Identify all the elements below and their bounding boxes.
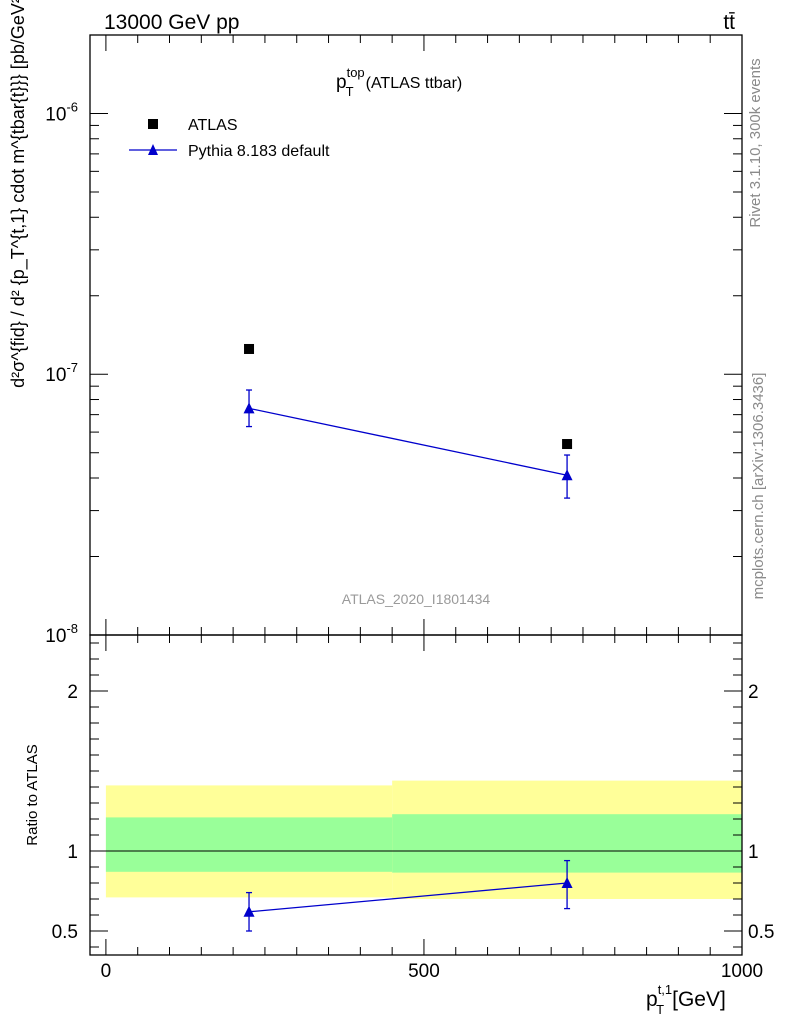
ratio-ylabel: Ratio to ATLAS <box>24 744 41 845</box>
ratio-y-tick-label: 1 <box>67 842 78 863</box>
x-tick-label: 0 <box>101 961 112 982</box>
main-ytick-labels: 10-8 10-7 10-6 <box>45 99 78 647</box>
ratio-pythia-line <box>248 882 568 913</box>
pythia-data-point <box>243 402 255 414</box>
main-title-sub: T <box>346 84 354 99</box>
atlas-data-point <box>244 343 255 354</box>
legend-atlas-label: ATLAS <box>188 117 238 134</box>
pythia-data-point <box>561 469 573 481</box>
uncertainty-band-inner <box>105 817 393 872</box>
y-tick-label: 10-6 <box>45 99 78 125</box>
xlabel: pt,1 T [GeV] <box>646 982 726 1017</box>
ratio-y-tick-label: 0.5 <box>52 922 78 943</box>
ratio-ticks <box>90 635 743 955</box>
xlabel-unit: [GeV] <box>672 988 726 1011</box>
ratio-y-tick-label-right: 2 <box>748 682 759 703</box>
pythia-line <box>248 407 568 476</box>
main-marks <box>243 343 573 499</box>
ratio-labels: 0.5 0.5 1 1 2 2 <box>52 682 775 943</box>
ratio-data-point <box>243 905 255 917</box>
ratio-y-tick-label-right: 1 <box>748 842 759 863</box>
ratio-y-tick-label-right: 0.5 <box>748 922 774 943</box>
atlas-data-point <box>562 439 573 450</box>
xlabel-sub: T <box>656 1002 664 1017</box>
ratio-y-tick-label: 2 <box>67 682 78 703</box>
xlabel-p: p <box>646 988 658 1011</box>
main-ylabel: d²σ^{fid} / d² {p_T^{t,1} cdot m^{tbar{t… <box>8 0 29 388</box>
y-tick-label: 10-7 <box>45 360 78 386</box>
energy-label: 13000 GeV pp <box>104 11 239 34</box>
x-tick-label: 1000 <box>721 961 763 982</box>
source-label: mcplots.cern.ch [arXiv:1306.3436] <box>750 373 767 600</box>
main-title-rest: (ATLAS ttbar) <box>366 75 463 92</box>
y-tick-label: 10-8 <box>45 621 78 647</box>
ratio-bands <box>90 780 742 899</box>
process-label: tt̄ <box>723 11 735 34</box>
ratio-marks <box>243 859 573 932</box>
legend-pythia-marker <box>148 144 158 155</box>
xlabel-sup: t,1 <box>658 982 672 997</box>
watermark: ATLAS_2020_I1801434 <box>342 591 491 607</box>
x-tick-label: 500 <box>408 961 440 982</box>
ratio-data-point <box>561 877 573 888</box>
main-title-p: p <box>336 72 347 93</box>
ratio-frame <box>89 634 743 956</box>
legend: ATLAS Pythia 8.183 default <box>129 117 330 160</box>
main-title: ptop T (ATLAS ttbar) <box>336 65 462 99</box>
x-tick-labels: 0 500 1000 <box>101 961 764 982</box>
legend-pythia-label: Pythia 8.183 default <box>188 143 330 160</box>
main-title-sup: top <box>347 65 365 80</box>
legend-atlas-marker <box>148 119 158 129</box>
rivet-label: Rivet 3.1.10, 300k events <box>747 58 764 227</box>
